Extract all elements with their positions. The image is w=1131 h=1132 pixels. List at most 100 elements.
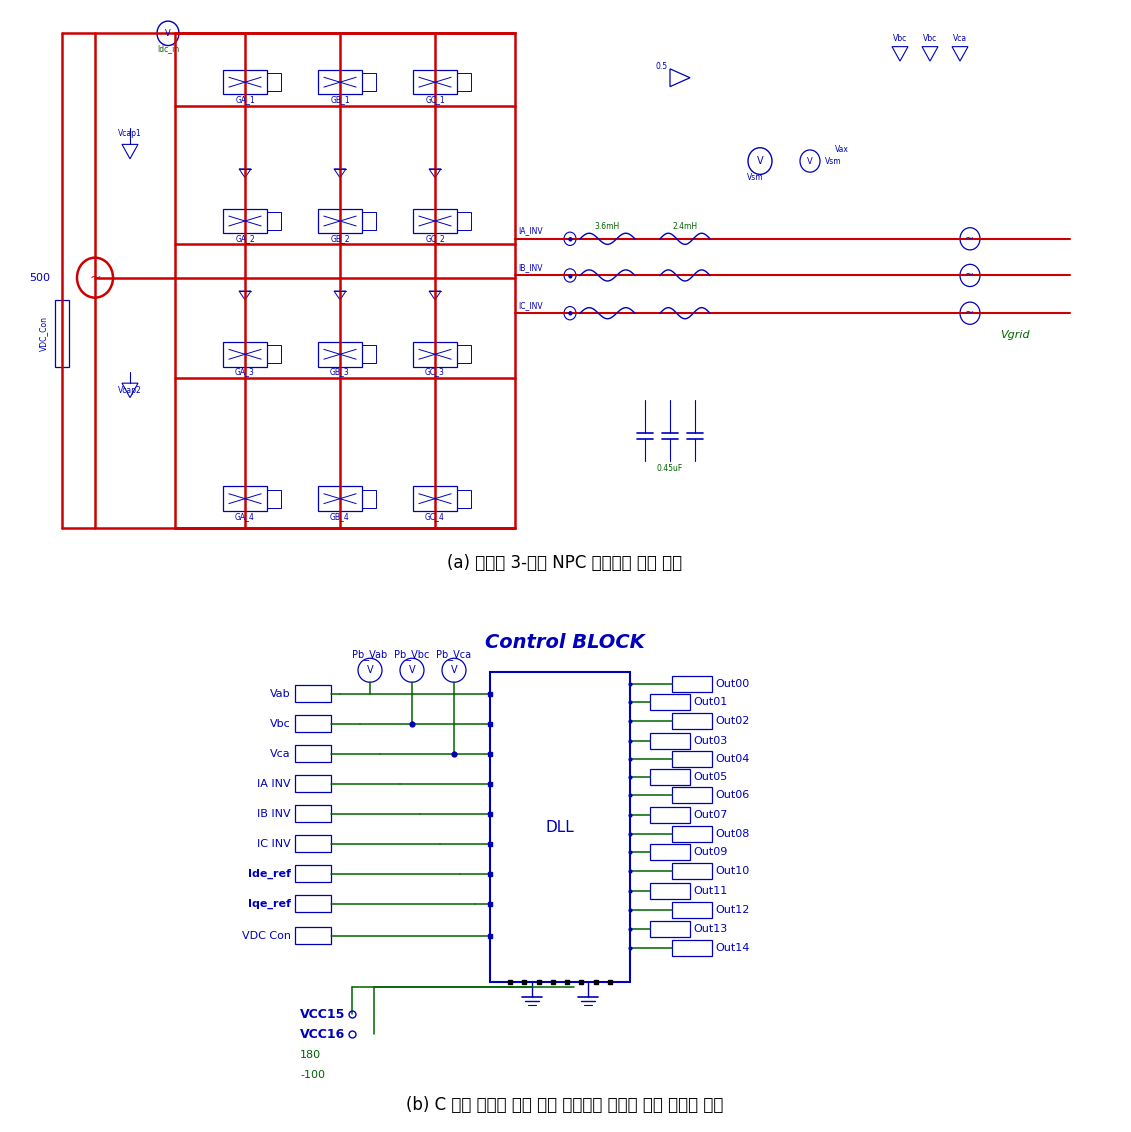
Circle shape [564, 307, 576, 320]
Bar [672, 826, 713, 842]
Text: Out03: Out03 [693, 736, 727, 746]
Bar [267, 345, 280, 363]
Text: 180: 180 [300, 1050, 321, 1060]
Bar [362, 74, 375, 91]
Bar [362, 345, 375, 363]
Text: Out02: Out02 [715, 717, 750, 727]
Text: Vbc: Vbc [892, 34, 907, 43]
Text: Out04: Out04 [715, 754, 750, 764]
Text: 2.4mH: 2.4mH [673, 222, 698, 231]
Bar [295, 805, 331, 822]
Text: ~: ~ [966, 308, 975, 318]
Text: GC_4: GC_4 [425, 512, 444, 521]
Bar [318, 342, 362, 367]
Bar [650, 844, 690, 860]
Text: GA_1: GA_1 [235, 95, 254, 104]
Bar [672, 902, 713, 918]
Text: IA_INV: IA_INV [518, 226, 543, 235]
Bar [650, 734, 690, 749]
Text: GB_3: GB_3 [330, 368, 349, 377]
Polygon shape [429, 169, 441, 178]
Bar [490, 672, 630, 983]
Polygon shape [429, 291, 441, 300]
Bar [295, 685, 331, 702]
Text: Out06: Out06 [715, 790, 749, 800]
Bar [672, 752, 713, 767]
Text: Vca: Vca [953, 34, 967, 43]
Text: Iqe_ref: Iqe_ref [248, 899, 291, 909]
Text: (a) 개발된 3-레벨 NPC 인버터의 제어 모델: (a) 개발된 3-레벨 NPC 인버터의 제어 모델 [448, 554, 683, 572]
Circle shape [564, 232, 576, 246]
Text: GA_2: GA_2 [235, 234, 254, 243]
Text: V: V [408, 666, 415, 676]
Text: ●: ● [568, 273, 572, 278]
Bar [650, 807, 690, 823]
Polygon shape [239, 169, 251, 178]
Text: VCC16: VCC16 [300, 1028, 345, 1040]
Text: ●: ● [568, 310, 572, 316]
Polygon shape [892, 46, 908, 61]
Text: Out01: Out01 [693, 697, 727, 708]
Circle shape [800, 149, 820, 172]
Text: GB_2: GB_2 [330, 234, 349, 243]
Circle shape [400, 658, 424, 683]
Bar [672, 863, 713, 880]
Bar [175, 33, 515, 528]
Bar [295, 715, 331, 732]
Polygon shape [922, 46, 938, 61]
Polygon shape [239, 291, 251, 300]
Text: Out07: Out07 [693, 811, 727, 821]
Circle shape [442, 658, 466, 683]
Bar [295, 865, 331, 882]
Polygon shape [952, 46, 968, 61]
Bar [318, 70, 362, 94]
Text: GA_4: GA_4 [235, 512, 254, 521]
Text: IB_INV: IB_INV [518, 263, 543, 272]
Text: GB_4: GB_4 [330, 512, 349, 521]
Bar [650, 883, 690, 899]
Text: 0.5: 0.5 [656, 62, 668, 71]
Text: VDC Con: VDC Con [242, 931, 291, 941]
Bar [650, 770, 690, 786]
Text: GB_1: GB_1 [330, 95, 349, 104]
Text: -100: -100 [300, 1070, 325, 1080]
Text: 0.45uF: 0.45uF [657, 464, 683, 473]
Polygon shape [670, 69, 690, 87]
Circle shape [157, 22, 179, 45]
Text: VCC15: VCC15 [300, 1007, 345, 1021]
Text: Vgrid: Vgrid [1000, 331, 1029, 341]
Bar [223, 208, 267, 233]
Text: DLL: DLL [545, 820, 575, 834]
Bar [457, 345, 470, 363]
Text: Vbc: Vbc [923, 34, 938, 43]
Text: Vbc: Vbc [270, 719, 291, 729]
Bar [672, 713, 713, 729]
Circle shape [960, 265, 979, 286]
Circle shape [359, 658, 382, 683]
Bar [295, 927, 331, 944]
Text: (b) C 코드 기반의 이산 제어 방식으로 구현된 전류 제어기 모델: (b) C 코드 기반의 이산 제어 방식으로 구현된 전류 제어기 모델 [406, 1096, 724, 1114]
Text: Out14: Out14 [715, 943, 750, 953]
Bar [672, 940, 713, 957]
Text: V: V [808, 156, 813, 165]
Circle shape [564, 268, 576, 282]
Bar [672, 676, 713, 693]
Text: Out00: Out00 [715, 679, 749, 689]
Text: IC_INV: IC_INV [518, 301, 543, 310]
Text: GA_3: GA_3 [235, 368, 254, 377]
Bar [457, 74, 470, 91]
Text: Vca: Vca [270, 748, 291, 758]
Polygon shape [122, 145, 138, 158]
Text: IC INV: IC INV [257, 839, 291, 849]
Text: Control BLOCK: Control BLOCK [485, 633, 645, 652]
Text: ~: ~ [89, 271, 101, 284]
Bar [413, 70, 457, 94]
Text: GC_2: GC_2 [425, 234, 444, 243]
Text: Out11: Out11 [693, 886, 727, 897]
Text: V: V [450, 666, 457, 676]
Text: Ide_ref: Ide_ref [248, 868, 291, 878]
Bar [413, 487, 457, 511]
Polygon shape [122, 383, 138, 397]
Circle shape [960, 228, 979, 250]
Bar [362, 212, 375, 230]
